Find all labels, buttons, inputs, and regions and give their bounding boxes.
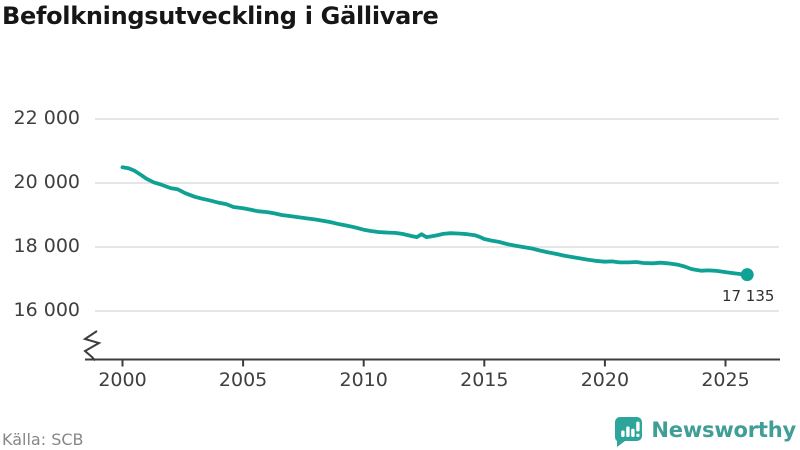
y-axis-break-icon bbox=[82, 330, 102, 362]
exclamation-dot bbox=[636, 433, 641, 437]
chart-title: Befolkningsutveckling i Gällivare bbox=[2, 2, 439, 30]
x-axis-label-2020: 2020 bbox=[580, 369, 630, 391]
gridlines bbox=[95, 118, 779, 312]
exclamation-bar bbox=[636, 421, 641, 432]
x-axis-label-2005: 2005 bbox=[218, 369, 268, 391]
end-value-label: 17 135 bbox=[721, 286, 775, 305]
bar-small bbox=[621, 430, 626, 437]
bar-tall bbox=[626, 426, 631, 437]
x-axis-label-2025: 2025 bbox=[701, 369, 750, 391]
x-axis-label-2000: 2000 bbox=[98, 369, 147, 391]
newsworthy-wordmark: Newsworthy bbox=[651, 418, 796, 442]
x-axis-label-2015: 2015 bbox=[460, 369, 509, 391]
newsworthy-logo[interactable]: Newsworthy bbox=[614, 413, 796, 447]
y-axis-label-20000: 20 000 bbox=[13, 171, 80, 193]
end-point-dot bbox=[740, 268, 754, 282]
population-line-layer bbox=[120, 165, 754, 282]
x-axis-label-2010: 2010 bbox=[339, 369, 388, 391]
x-axis bbox=[82, 330, 780, 367]
newsworthy-icon bbox=[615, 417, 643, 447]
y-axis-label-18000: 18 000 bbox=[13, 235, 80, 257]
population-line bbox=[120, 165, 750, 277]
y-axis-label-22000: 22 000 bbox=[13, 107, 80, 129]
bar-medium bbox=[631, 428, 636, 437]
source-label: Källa: SCB bbox=[2, 430, 84, 449]
y-axis-label-16000: 16 000 bbox=[13, 299, 80, 321]
